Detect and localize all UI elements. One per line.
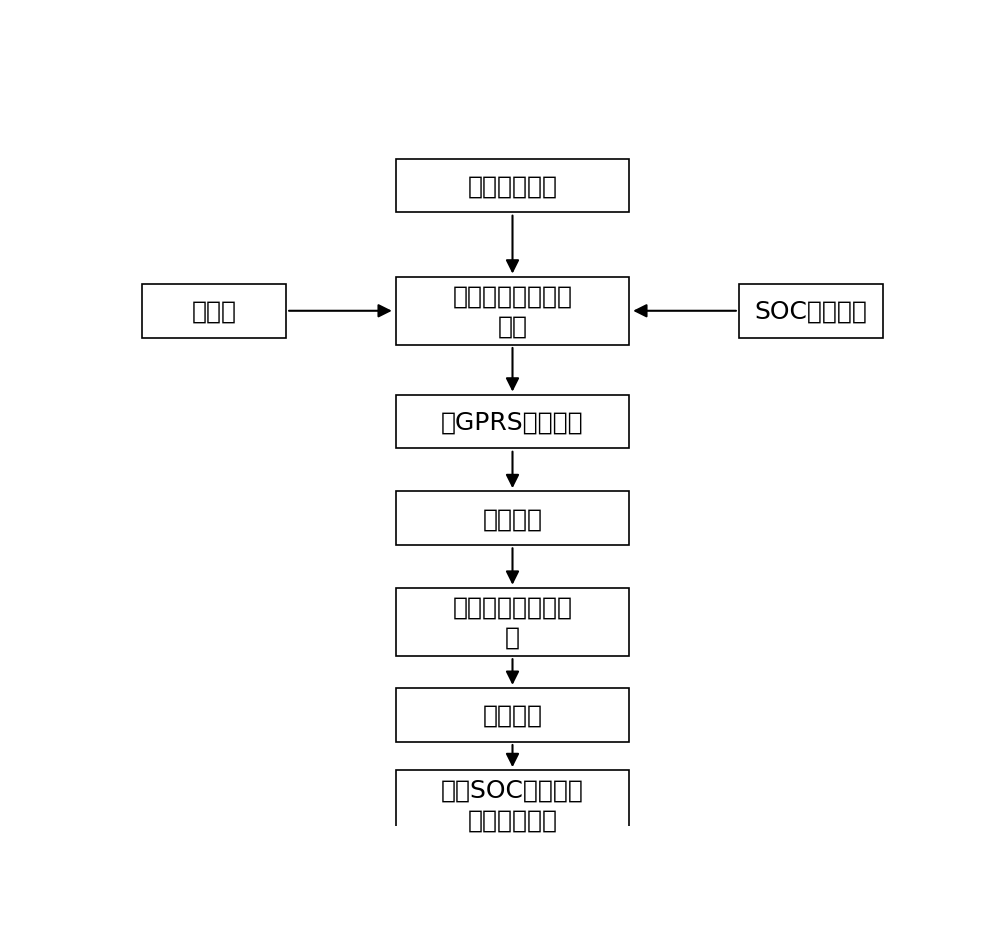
Bar (396, 277, 629, 345)
Bar (396, 689, 629, 742)
Bar (396, 395, 629, 449)
Text: 处理单元获取绑定
信息: 处理单元获取绑定 信息 (452, 285, 572, 339)
Text: 返回参考运动学模
块: 返回参考运动学模 块 (452, 596, 572, 649)
Bar (142, 285, 286, 338)
Text: SOC计算模块: SOC计算模块 (754, 300, 867, 324)
Bar (396, 588, 629, 656)
Bar (739, 285, 883, 338)
Bar (396, 770, 629, 838)
Text: 处理单元: 处理单元 (482, 703, 542, 728)
Text: 车辆行驶上路: 车辆行驶上路 (468, 174, 558, 199)
Bar (396, 492, 629, 546)
Text: 通过SOC计算模块
估计续驶里程: 通过SOC计算模块 估计续驶里程 (441, 778, 584, 831)
Text: 由GPRS模块发送: 由GPRS模块发送 (441, 410, 584, 434)
Text: 信息中心: 信息中心 (482, 507, 542, 531)
Text: 导航仪: 导航仪 (192, 300, 237, 324)
Bar (396, 160, 629, 213)
